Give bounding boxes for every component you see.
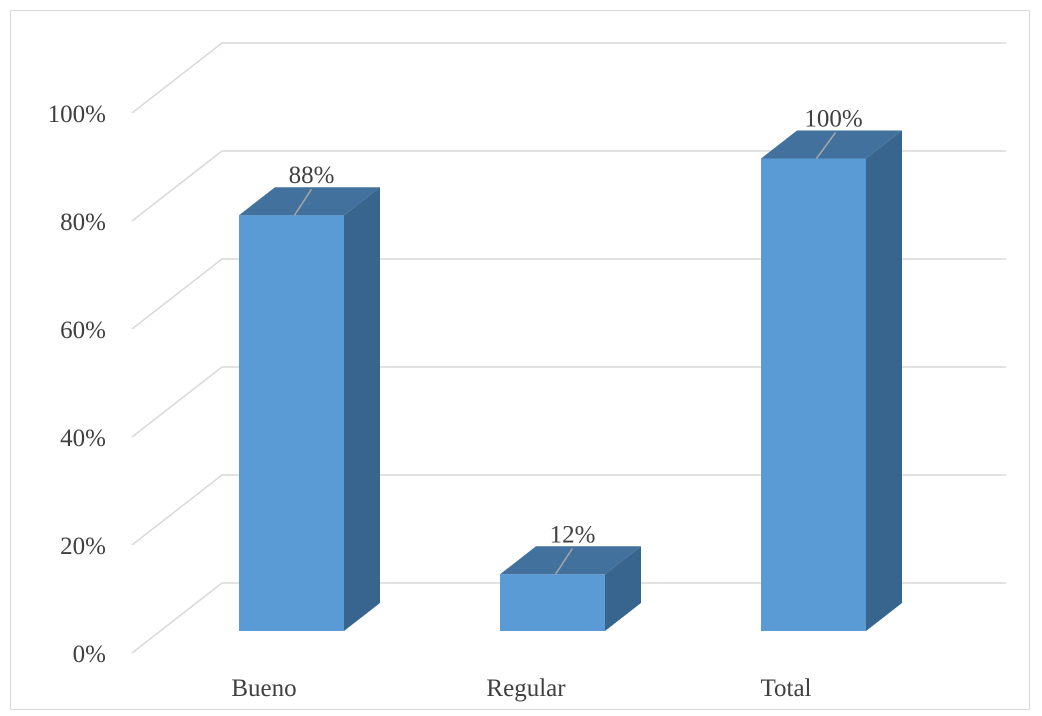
data-label-bueno: 88% bbox=[289, 162, 335, 189]
gridline-depth-3 bbox=[131, 258, 223, 330]
gridline-depth-2 bbox=[131, 366, 223, 438]
data-labels: 88% 12% 100% bbox=[289, 106, 863, 549]
data-label-regular: 12% bbox=[550, 521, 596, 548]
bar-front-face bbox=[500, 574, 605, 631]
bar-top-face bbox=[500, 546, 641, 575]
y-tick-label-1: 20% bbox=[60, 533, 106, 560]
leader-line-2 bbox=[815, 132, 837, 159]
y-tick-label-5: 100% bbox=[48, 101, 106, 128]
bar-top-face bbox=[761, 130, 902, 159]
bar-total bbox=[761, 130, 902, 631]
data-label-total: 100% bbox=[804, 106, 862, 133]
bars bbox=[239, 130, 902, 631]
gridline-depth-0 bbox=[131, 582, 223, 654]
gridline-depth-4 bbox=[131, 150, 223, 222]
leader-line-0 bbox=[293, 188, 313, 216]
leader-line-1 bbox=[554, 547, 574, 575]
bar-front-face bbox=[239, 215, 344, 631]
bar-front-face bbox=[761, 158, 866, 631]
y-tick-label-0: 0% bbox=[73, 641, 106, 668]
y-axis-tick-labels: 0% 20% 40% 60% 80% 100% bbox=[48, 101, 106, 668]
x-axis-category-labels: Bueno Regular Total bbox=[231, 675, 811, 702]
bar-side-face bbox=[344, 187, 380, 631]
y-tick-label-3: 60% bbox=[60, 317, 106, 344]
bar-bueno bbox=[239, 187, 380, 631]
gridline-depth-5 bbox=[131, 42, 223, 114]
gridline-depth-1 bbox=[131, 474, 223, 546]
x-tick-label-regular: Regular bbox=[486, 675, 566, 702]
x-tick-label-total: Total bbox=[760, 675, 811, 702]
x-tick-label-bueno: Bueno bbox=[231, 675, 296, 702]
bar-side-face bbox=[605, 546, 641, 631]
y-tick-label-4: 80% bbox=[60, 209, 106, 236]
bar-side-face bbox=[866, 130, 902, 631]
y-tick-label-2: 40% bbox=[60, 425, 106, 452]
bar-regular bbox=[500, 546, 641, 631]
bar-top-face bbox=[239, 187, 380, 216]
data-label-leaders bbox=[293, 132, 837, 575]
